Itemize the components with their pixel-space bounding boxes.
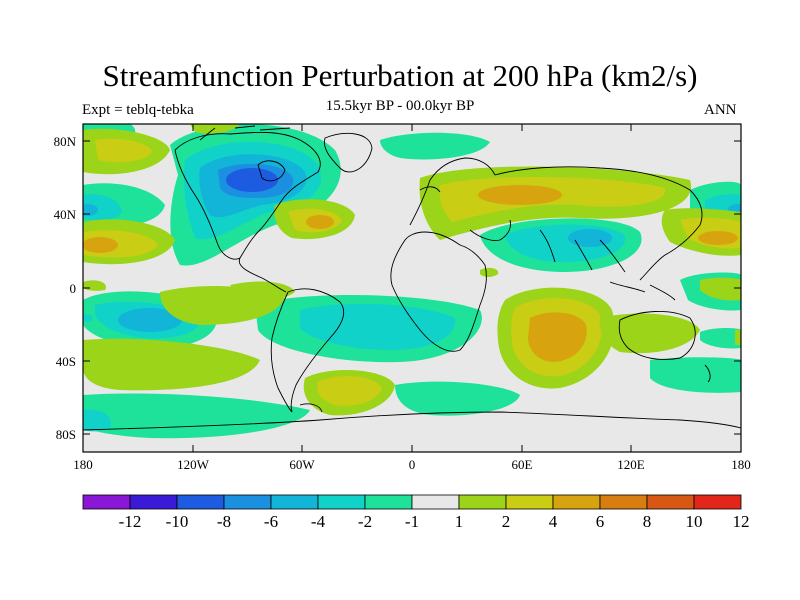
y-tick-label-0: 0: [70, 281, 77, 296]
colorbar-swatch: [411, 494, 460, 510]
time-range-label: 15.5kyr BP - 00.0kyr BP: [325, 98, 475, 114]
x-tick-label-180w: 180: [73, 457, 93, 472]
colorbar-swatch: [693, 494, 742, 510]
y-tick-label-40s: 40S: [56, 354, 76, 369]
map-title: Streamfunction Perturbation at 200 hPa (…: [102, 58, 698, 93]
colorbar-tick-label: 6: [596, 512, 605, 531]
y-tick-label-80n: 80N: [54, 134, 77, 149]
x-tick-label-0: 0: [409, 457, 416, 472]
coastlines: [83, 125, 741, 431]
colorbar-swatch: [505, 494, 554, 510]
x-tick-label-60e: 60E: [512, 457, 533, 472]
colorbar-tick-label: 4: [549, 512, 558, 531]
colorbar: -12 -10 -8 -6 -4 -2 -1 1 2 4 6 8 10 12: [82, 494, 750, 531]
colorbar-swatch: [317, 494, 366, 510]
colorbar-tick-label: -4: [311, 512, 326, 531]
colorbar-swatch: [176, 494, 225, 510]
colorbar-tick-label: -10: [166, 512, 189, 531]
y-tick-label-40n: 40N: [54, 207, 77, 222]
colorbar-tick-label: -2: [358, 512, 372, 531]
contour-field: [83, 124, 741, 439]
colorbar-tick-label: 12: [733, 512, 750, 531]
colorbar-swatch: [599, 494, 648, 510]
x-tick-label-120e: 120E: [617, 457, 645, 472]
y-ticks: [83, 140, 741, 435]
experiment-label: Expt = teblq-tebka: [82, 102, 194, 118]
colorbar-swatch: [82, 494, 131, 510]
colorbar-tick-label: -12: [119, 512, 142, 531]
colorbar-swatch: [552, 494, 601, 510]
x-tick-label-180e: 180: [731, 457, 751, 472]
season-label: ANN: [704, 102, 737, 118]
y-tick-label-80s: 80S: [56, 427, 76, 442]
colorbar-tick-label: 2: [502, 512, 511, 531]
colorbar-tick-label: 1: [455, 512, 464, 531]
colorbar-tick-label: -6: [264, 512, 278, 531]
colorbar-swatch: [129, 494, 178, 510]
colorbar-swatch: [223, 494, 272, 510]
x-tick-label-60w: 60W: [289, 457, 315, 472]
colorbar-swatch: [458, 494, 507, 510]
colorbar-tick-label: -8: [217, 512, 231, 531]
colorbar-tick-label: 8: [643, 512, 652, 531]
colorbar-swatch: [646, 494, 695, 510]
x-ticks: [82, 124, 742, 452]
colorbar-tick-label: -1: [405, 512, 419, 531]
x-tick-label-120w: 120W: [177, 457, 210, 472]
anomaly-southern-ocean-neg: [83, 393, 310, 439]
colorbar-tick-label: 10: [686, 512, 703, 531]
colorbar-swatch: [270, 494, 319, 510]
colorbar-swatch: [364, 494, 413, 510]
